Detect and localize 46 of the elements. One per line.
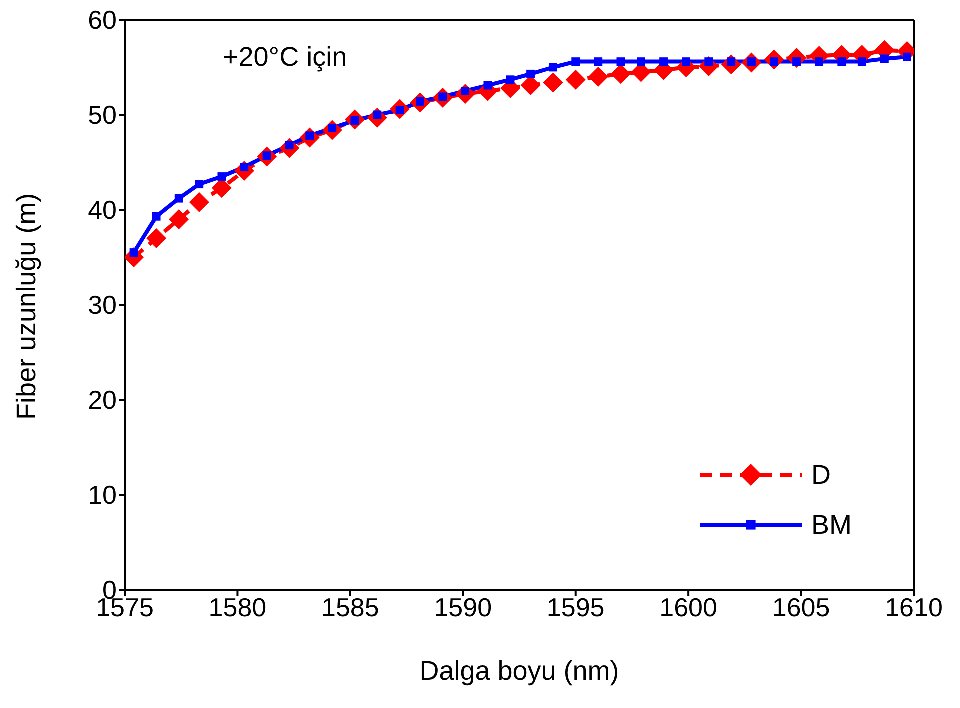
point <box>588 67 608 87</box>
point <box>858 58 866 66</box>
point <box>218 172 226 181</box>
y-tick-label: 20 <box>88 385 117 416</box>
point <box>838 58 846 66</box>
point <box>903 52 912 62</box>
point <box>594 58 603 66</box>
point <box>195 180 204 189</box>
y-tick-label: 30 <box>88 290 117 320</box>
point <box>572 58 580 66</box>
point <box>616 58 626 66</box>
point <box>704 58 714 66</box>
point <box>682 58 691 66</box>
x-tick-label: 1610 <box>885 592 943 622</box>
point <box>660 58 668 66</box>
point <box>169 210 190 230</box>
y-tick-label: 50 <box>88 100 117 130</box>
point <box>189 192 210 212</box>
point <box>566 70 586 90</box>
legend-label: BM <box>812 510 852 540</box>
x-tick-label: 1590 <box>434 592 492 622</box>
annotation: +20°C için <box>223 42 348 73</box>
x-tick-label: 1595 <box>546 592 605 622</box>
point <box>484 81 492 90</box>
point <box>506 76 515 84</box>
point <box>549 63 558 72</box>
point <box>174 194 184 203</box>
point <box>152 212 161 221</box>
point <box>146 228 167 248</box>
point <box>543 72 564 93</box>
y-axis-title: Fiber uzunluğu (m) <box>12 193 42 420</box>
point <box>610 64 631 84</box>
point <box>526 70 535 78</box>
x-axis-title: Dalga boyu (nm) <box>420 656 620 686</box>
point <box>880 54 889 64</box>
point <box>130 248 138 257</box>
y-tick-label: 40 <box>88 195 117 226</box>
point <box>637 58 646 66</box>
x-tick-label: 1605 <box>772 592 830 622</box>
point <box>815 58 824 66</box>
x-tick-label: 1600 <box>660 592 718 622</box>
legend-label: D <box>812 460 831 490</box>
y-tick-label: 60 <box>88 5 117 36</box>
x-tick-label: 1585 <box>322 592 380 622</box>
x-tick-label: 1580 <box>208 592 267 622</box>
y-tick-label: 10 <box>88 480 117 510</box>
